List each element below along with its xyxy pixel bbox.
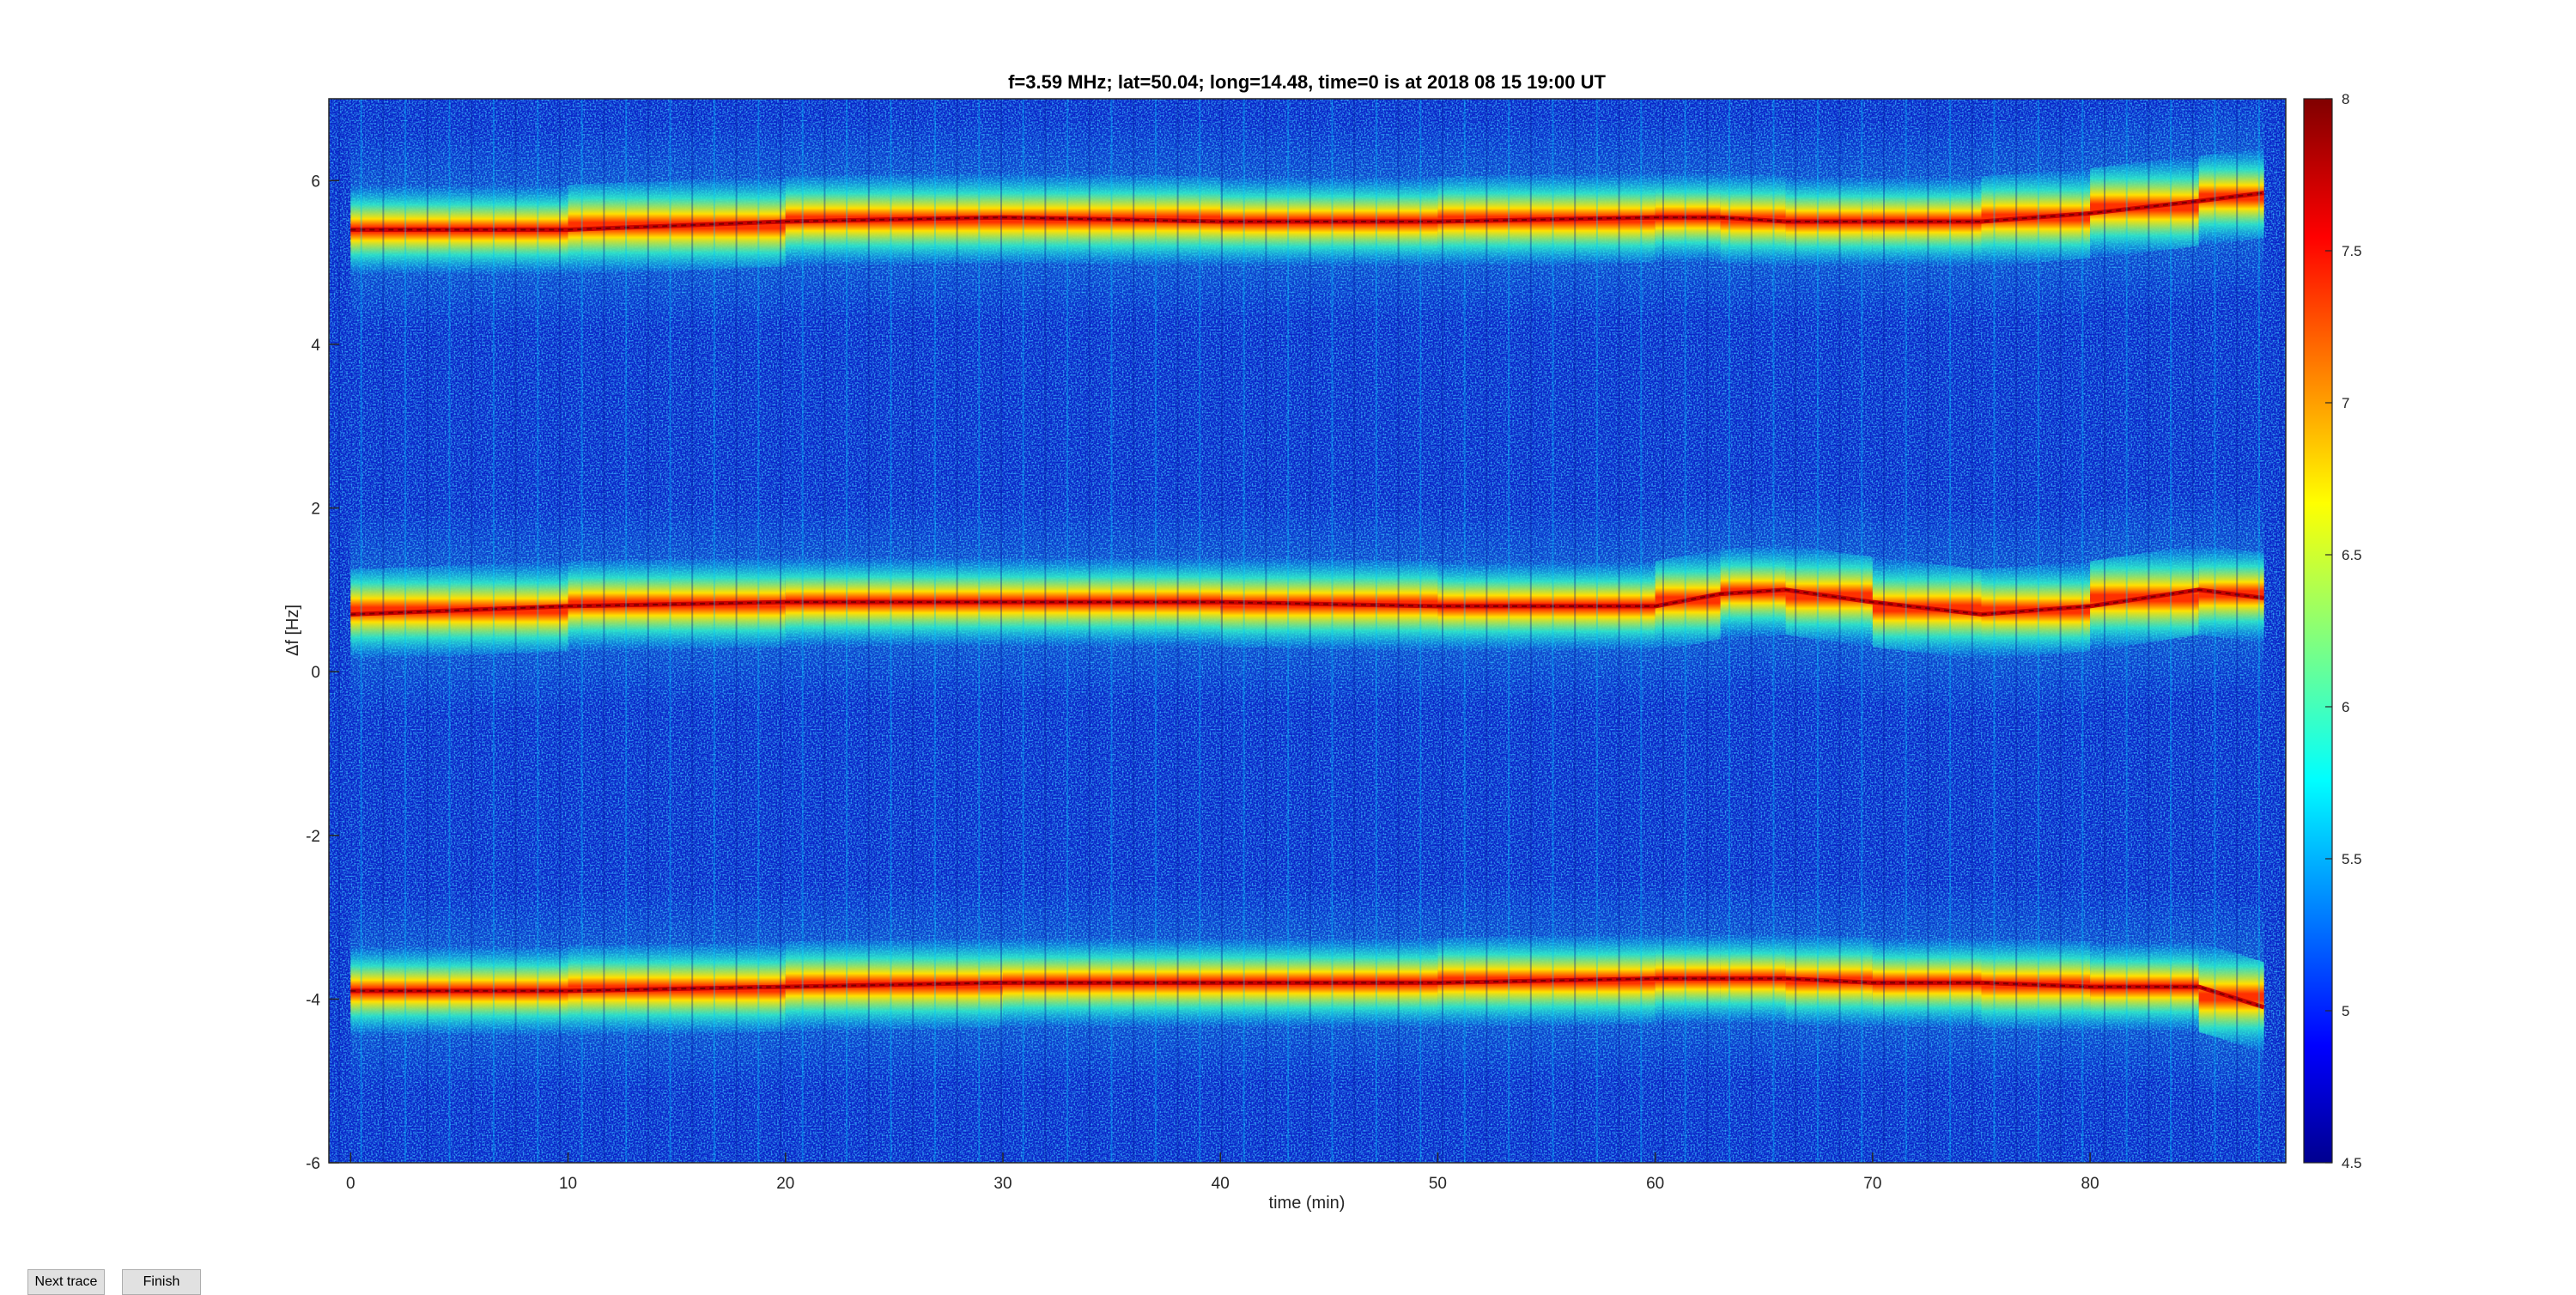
bands-layer: [350, 99, 2265, 1107]
colorbar-tick-label: 6.5: [2342, 547, 2362, 563]
x-axis: 0 10 20 30 40 50 60 70 80: [346, 1152, 2099, 1193]
x-tick-label: 50: [1429, 1175, 1447, 1193]
y-axis-label: Δf [Hz]: [283, 605, 302, 656]
x-tick-label: 0: [346, 1175, 355, 1193]
colorbar-tick-label: 7: [2342, 395, 2349, 411]
colorbar-ticks: 8 7.5 7 6.5 6 5.5 5 4.5: [2325, 91, 2362, 1171]
trace-band: [350, 99, 2264, 329]
colorbar: 8 7.5 7 6.5 6 5.5 5 4.5: [2303, 91, 2362, 1171]
heatmap-plot: [328, 98, 2287, 1164]
y-tick-label: 0: [311, 664, 320, 682]
x-axis-label: time (min): [1269, 1194, 1346, 1213]
colorbar-tick-label: 6: [2342, 699, 2349, 715]
y-tick-label: -2: [306, 828, 320, 846]
trace-core: [350, 977, 2264, 1008]
colorbar-gradient: [2303, 98, 2333, 1164]
chart-title: f=3.59 MHz; lat=50.04; long=14.48, time=…: [1008, 71, 1606, 93]
x-tick-label: 80: [2081, 1175, 2099, 1193]
colorbar-tick-label: 7.5: [2342, 243, 2362, 259]
finish-button[interactable]: Finish: [122, 1269, 201, 1295]
y-tick-label: 2: [311, 501, 320, 519]
trace-line: [350, 587, 2264, 617]
trace-core: [350, 192, 2264, 231]
colorbar-tick-label: 5.5: [2342, 851, 2362, 867]
x-tick-label: 40: [1212, 1175, 1230, 1193]
y-tick-label: 4: [311, 337, 320, 355]
y-tick-label: 6: [311, 173, 320, 191]
colorbar-tick-label: 8: [2342, 91, 2349, 107]
y-tick-label: -4: [306, 991, 320, 1009]
x-tick-label: 10: [559, 1175, 577, 1193]
plot-frame: [328, 98, 2287, 1164]
stripes-layer: [338, 99, 2282, 1163]
y-tick-label: -6: [306, 1155, 320, 1173]
x-tick-label: 30: [993, 1175, 1012, 1193]
trace-band: [350, 490, 2264, 714]
y-axis: -6 -4 -2 0 2 4 6: [306, 173, 339, 1173]
next-trace-button[interactable]: Next trace: [27, 1269, 105, 1295]
x-tick-label: 70: [1863, 1175, 1881, 1193]
trace-band: [350, 879, 2265, 1107]
x-tick-label: 60: [1646, 1175, 1664, 1193]
colorbar-tick-label: 5: [2342, 1003, 2349, 1019]
colorbar-tick-label: 4.5: [2342, 1155, 2362, 1171]
x-tick-label: 20: [776, 1175, 794, 1193]
